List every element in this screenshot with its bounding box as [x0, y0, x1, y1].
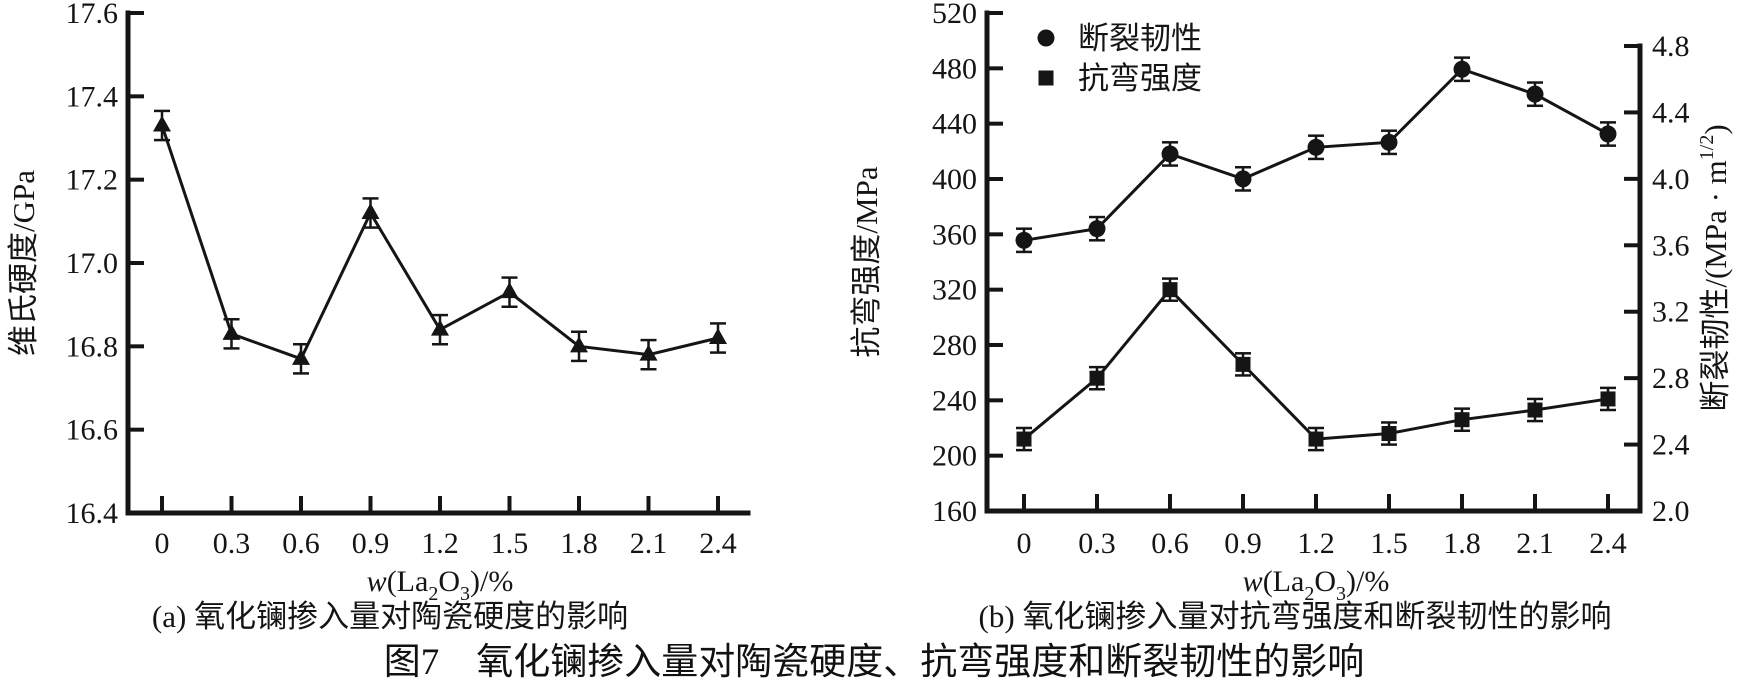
circle-markers	[1015, 60, 1617, 249]
x-axis-tick-label: 1.2	[421, 527, 459, 560]
tick-labels: 16.4 16.6 16.8 17.0 17.2 17.4 17.6 0 0.3 0.6 0.9 1.…	[66, 0, 737, 560]
x-axis-tick-label: 1.8	[1443, 527, 1481, 560]
x-axis-tick-label: 0.3	[1078, 527, 1116, 560]
series-fracture-toughness	[1015, 56, 1617, 254]
tick-marks	[129, 11, 720, 515]
figure-title: 图7 氧化镧掺入量对陶瓷硬度、抗弯强度和断裂韧性的影响	[383, 642, 1365, 683]
y-axis-tick-label: 16.4	[66, 497, 119, 530]
tick-marks	[988, 11, 1639, 513]
y-axis-tick-label: 400	[932, 163, 977, 196]
y-axis-tick-label: 17.6	[66, 0, 119, 30]
chart-a-hardness-plot: 16.4 16.6 16.8 17.0 17.2 17.4 17.6 0 0.3 0.6 0.9 1.…	[6, 0, 751, 600]
y-axis-tick-label: 280	[932, 329, 977, 362]
legend-circle-marker	[1037, 29, 1055, 47]
x-axis-tick-label: 2.1	[1516, 527, 1554, 560]
y2-axis-tick-label: 4.8	[1652, 30, 1690, 63]
series-vickers-hardness	[153, 109, 727, 375]
y2-axis-tick-label: 4.0	[1652, 163, 1690, 196]
x-axis-tick-label: 0.6	[1151, 527, 1189, 560]
y2-axis-tick-label: 2.0	[1652, 495, 1690, 528]
y-axis-tick-label: 160	[932, 495, 977, 528]
y2-axis-title: 断裂韧性/(MPa · m1/2)	[1696, 124, 1733, 411]
axes	[984, 10, 1643, 514]
x-axis-tick-label: 2.4	[1589, 527, 1627, 560]
y-axis-tick-label: 520	[932, 0, 977, 30]
y-axis-title: 抗弯强度/MPa	[850, 166, 884, 357]
x-axis-tick-label: 0.9	[1224, 527, 1262, 560]
x-axis-tick-label: 0.9	[352, 527, 390, 560]
axes	[125, 10, 751, 516]
x-axis-tick-label: 1.5	[491, 527, 529, 560]
caption-a: (a) 氧化镧掺入量对陶瓷硬度的影响	[151, 599, 629, 634]
square-markers	[1016, 282, 1616, 447]
x-axis-tick-label: 0.6	[282, 527, 320, 560]
y-axis-tick-label: 480	[932, 52, 977, 85]
y2-axis-tick-label: 2.4	[1652, 429, 1690, 462]
y-axis-tick-label: 440	[932, 108, 977, 141]
error-bars	[1016, 277, 1616, 452]
y-axis-tick-label: 200	[932, 440, 977, 473]
x-axis-tick-label: 0	[155, 527, 170, 560]
y2-axis-tick-label: 3.6	[1652, 229, 1690, 262]
x-axis-tick-label: 0.3	[213, 527, 251, 560]
y-axis-tick-label: 17.4	[66, 80, 119, 113]
caption-b: (b) 氧化镧掺入量对抗弯强度和断裂韧性的影响	[978, 599, 1612, 634]
legend-square-marker	[1038, 70, 1054, 86]
y-axis-tick-label: 17.2	[66, 164, 119, 197]
y-axis-title: 维氏硬度/GPa	[6, 170, 41, 356]
triangle-markers	[153, 115, 727, 365]
y-axis-tick-label: 240	[932, 384, 977, 417]
tick-labels: 160 200 240 280 320 360 400 440 480 520 2.0 2.4 2.8 3…	[932, 0, 1690, 560]
chart-b-strength-toughness-plot: 160 200 240 280 320 360 400 440 480 520 2.0 2.4 2.8 3…	[850, 0, 1733, 600]
x-axis-title: w(La2O3)/%	[367, 565, 514, 600]
legend-label: 断裂韧性	[1078, 21, 1202, 56]
series-flexural-strength	[1016, 277, 1616, 452]
y2-axis-tick-label: 3.2	[1652, 296, 1690, 329]
x-axis-tick-label: 1.2	[1297, 527, 1335, 560]
y-axis-tick-label: 360	[932, 218, 977, 251]
y2-axis-tick-label: 4.4	[1652, 96, 1690, 129]
y-axis-tick-label: 16.8	[66, 330, 119, 363]
legend-label: 抗弯强度	[1078, 61, 1202, 96]
y2-axis-tick-label: 2.8	[1652, 362, 1690, 395]
y-axis-tick-label: 17.0	[66, 247, 119, 280]
x-axis-tick-label: 1.5	[1370, 527, 1408, 560]
x-axis-tick-label: 2.1	[630, 527, 668, 560]
x-axis-tick-label: 2.4	[699, 527, 737, 560]
x-axis-tick-label: 1.8	[560, 527, 598, 560]
y-axis-tick-label: 16.6	[66, 414, 119, 447]
x-axis-title: w(La2O3)/%	[1243, 565, 1390, 600]
y-axis-tick-label: 320	[932, 274, 977, 307]
x-axis-tick-label: 0	[1017, 527, 1032, 560]
